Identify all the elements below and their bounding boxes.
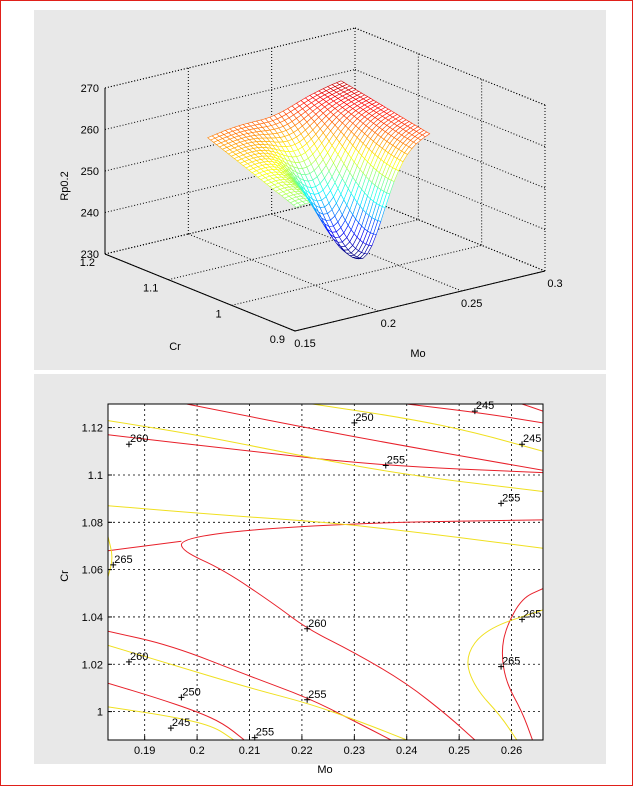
surface-plot-panel (34, 10, 606, 370)
contour-plot-panel (34, 374, 606, 764)
